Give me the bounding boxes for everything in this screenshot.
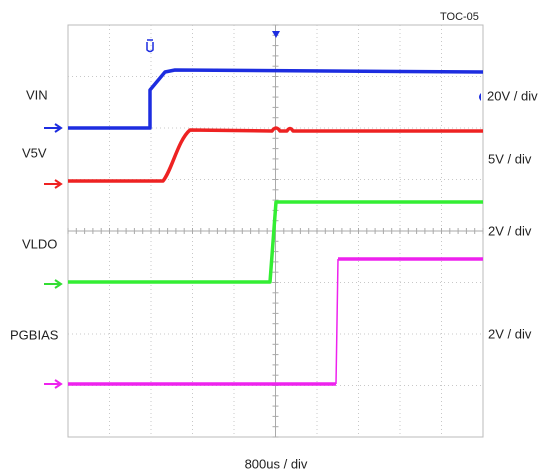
v5v-trace (68, 126, 483, 183)
pgbias-edge (335, 258, 339, 385)
channel-label: V5V (22, 145, 47, 160)
channel-scale: 2V / div (488, 223, 532, 238)
channel-scale: 2V / div (488, 326, 532, 341)
vldo-marker (44, 279, 63, 289)
timebase: 800us / div (245, 456, 308, 471)
vldo-trace (68, 200, 483, 284)
pgbias-marker (44, 379, 63, 389)
figure-id: TOC-05 (440, 11, 479, 23)
trigger-position (272, 31, 280, 38)
channel-scale: 20V / div (487, 88, 538, 103)
v5v-marker (44, 179, 63, 189)
vin-marker (44, 123, 63, 133)
vin-trace (68, 68, 484, 130)
channel-label: VIN (26, 87, 48, 102)
trigger-level (479, 93, 481, 101)
channel-label: VLDO (22, 236, 57, 251)
trigger-marker (146, 39, 154, 53)
grid (67, 24, 484, 438)
channel-scale: 5V / div (488, 151, 532, 166)
channel-label: PGBIAS (10, 327, 59, 342)
